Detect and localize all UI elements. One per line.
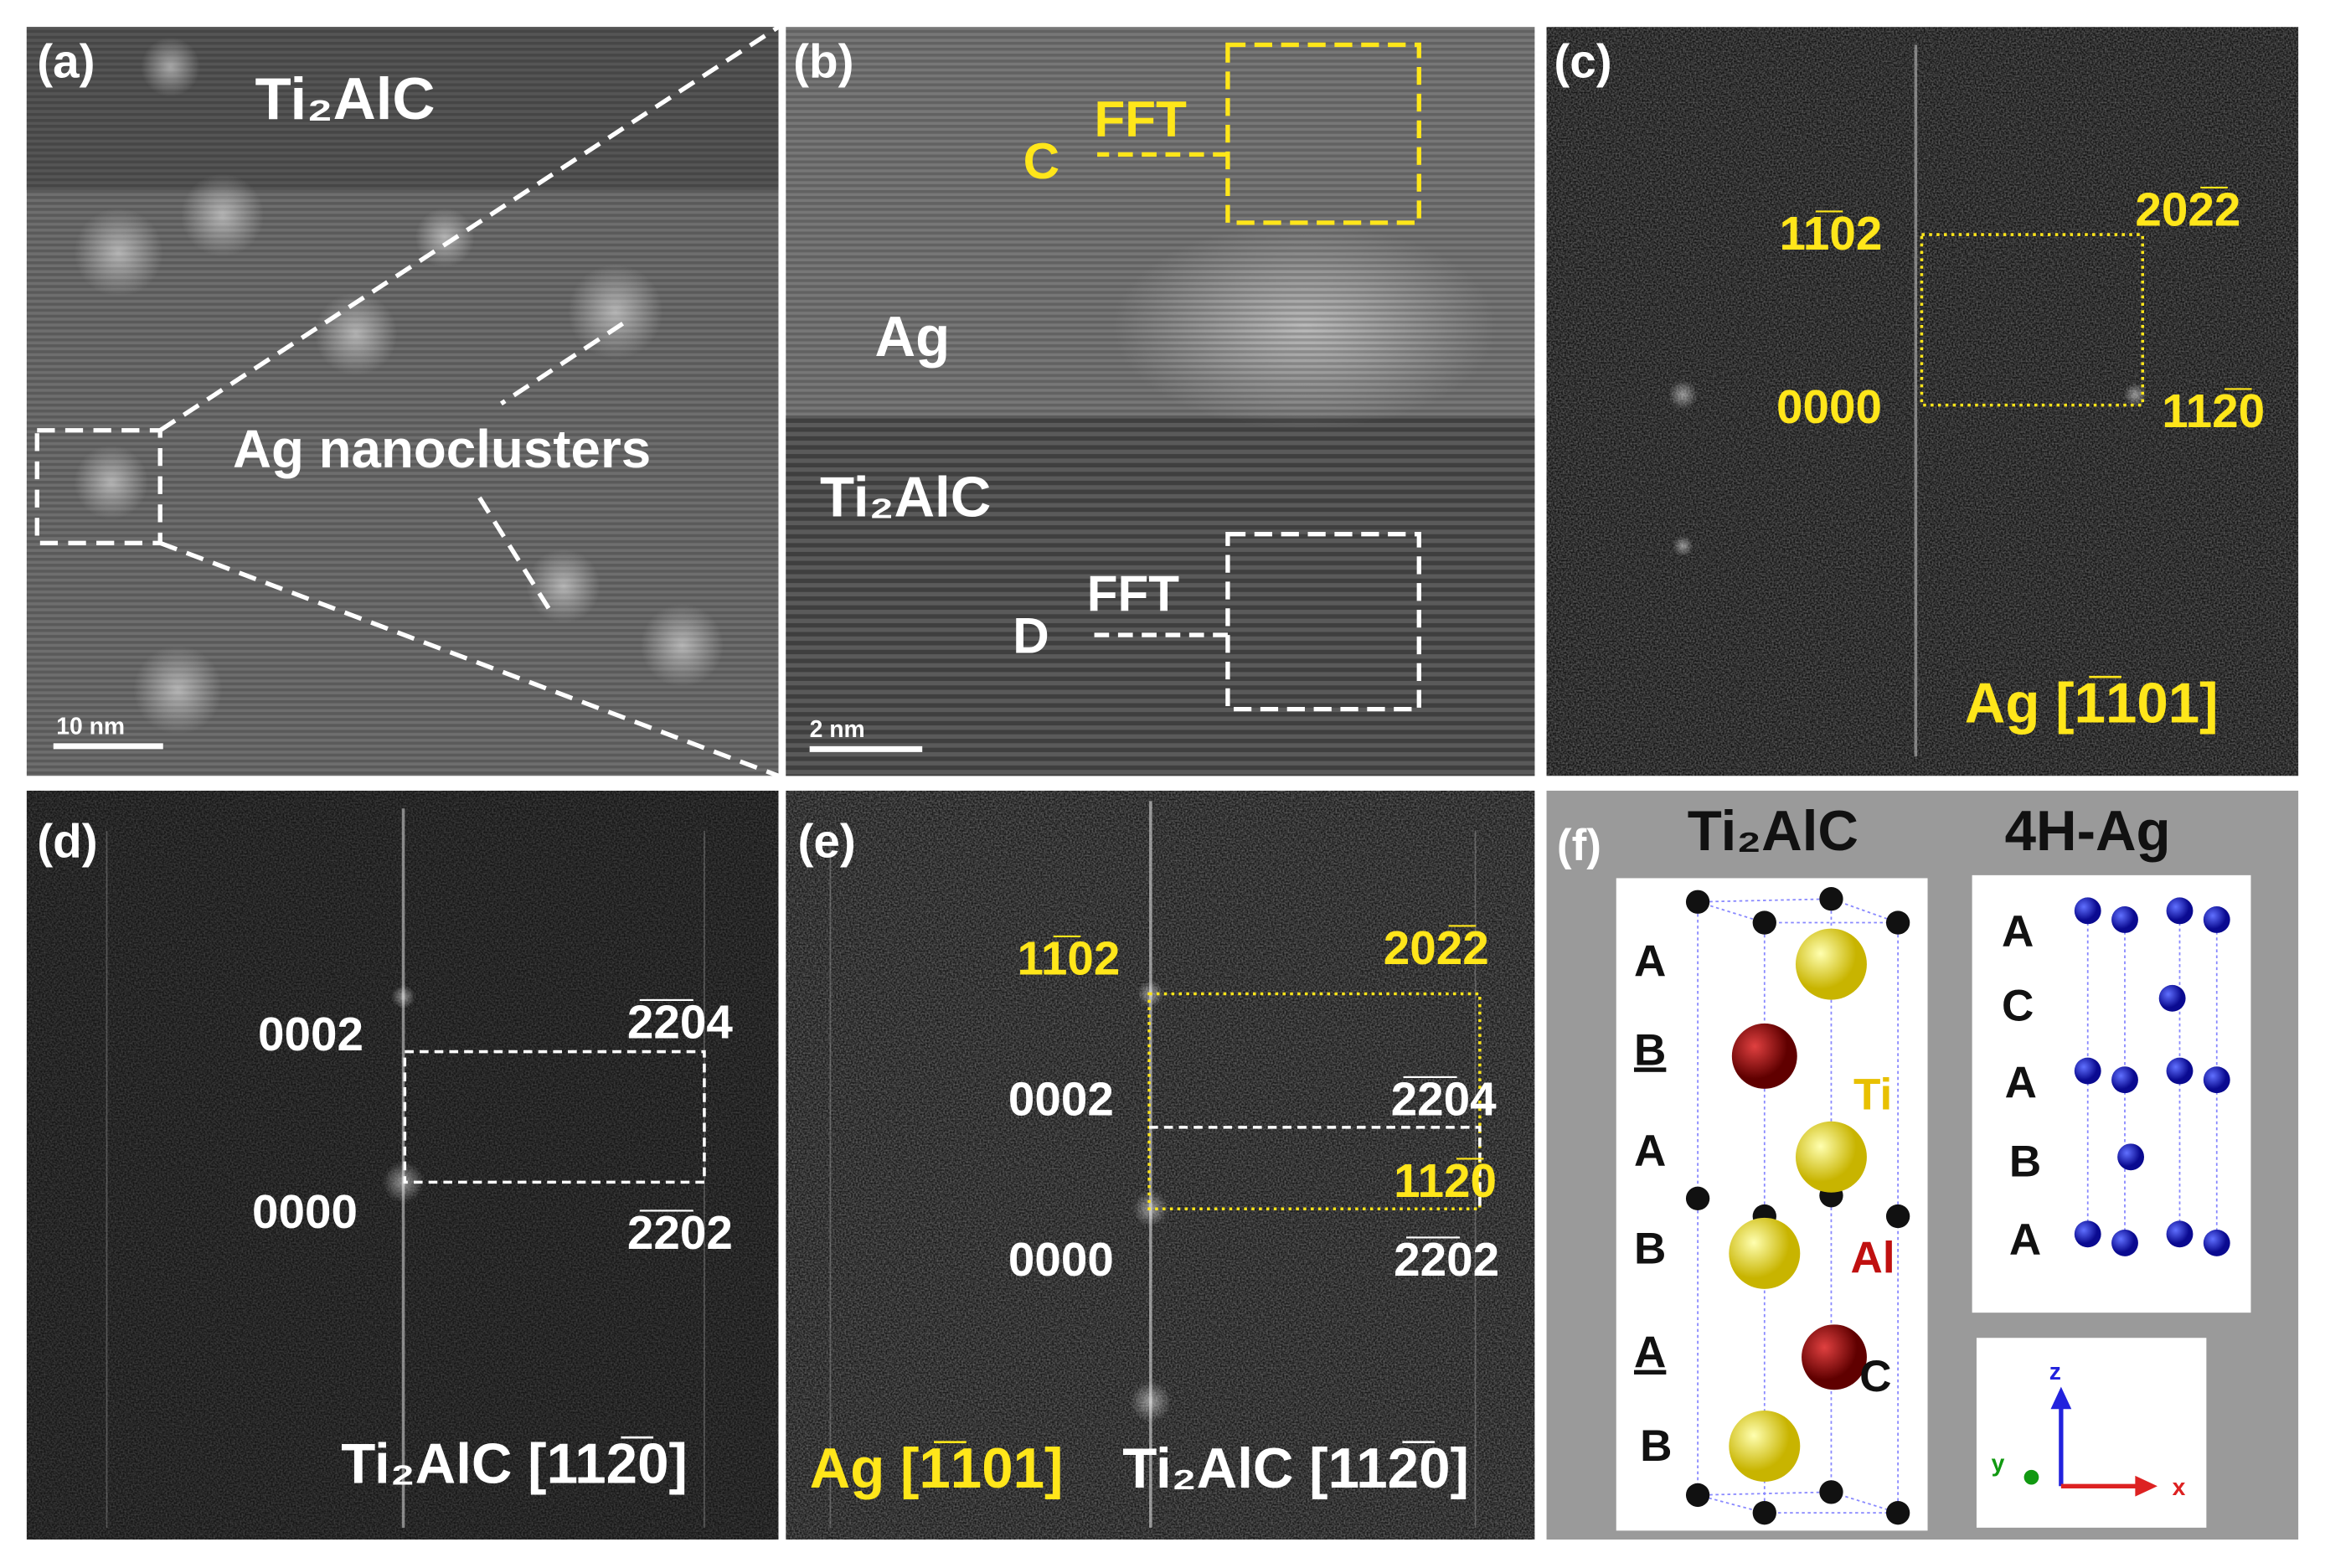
index-label: 202̅2 [2135,183,2240,236]
panel-d: (d) 0002 2̅2̅04 0000 2̅2̅02 Ti₂AlC [112̅… [26,790,779,1540]
atom-label: Ti [1853,1070,1892,1120]
fft-label: FFT [1095,91,1188,147]
structure-title: Ti₂AlC [1688,800,1858,863]
zone-axis: Ag [1̅101] [1965,673,2219,735]
fft-label: FFT [1087,566,1180,622]
panel-label: (b) [793,35,853,88]
fft-target: C [1023,133,1059,189]
phase-label: Ti₂AlC [820,466,991,529]
zone-axis: Ti₂AlC [112̅0] [341,1433,688,1496]
panel-label: (f) [1557,821,1601,870]
scale-bar-label: 10 nm [56,714,125,740]
panel-f: (f) Ti₂AlC 4H-Ag A B A B A B Ti Al C A C… [1546,790,2299,1540]
index-label: 0002 [258,1008,363,1061]
panel-label: (e) [797,816,855,869]
atom-label: Al [1850,1233,1895,1282]
layer-label: B [2009,1137,2041,1186]
phase-label: Ti₂AlC [255,66,436,132]
layer-label: B [1634,1225,1666,1274]
layer-label: C [2002,981,2034,1030]
axis-label: z [2049,1359,2061,1385]
index-label: 2̅2̅04 [1391,1074,1498,1127]
axis-label: y [1992,1451,2005,1478]
index-label: 112̅0 [2162,385,2265,438]
panel-c: (c) 11̅02 202̅2 0000 112̅0 Ag [1̅101] [1546,27,2299,776]
panel-b: (b) Ag Ti₂AlC FFT C FFT D 2 nm [786,27,1535,776]
panel-label: (d) [37,816,97,869]
index-label: 2̅2̅02 [1394,1234,1499,1287]
index-label: 0000 [1776,381,1882,434]
index-label: 0000 [1008,1234,1114,1287]
phase-label: Ag [875,306,951,369]
layer-label: A [1634,1328,1666,1378]
index-label: 112̅0 [1394,1155,1497,1208]
panel-a: (a) Ti₂AlC Ag nanoclusters 10 nm [26,24,780,778]
index-label: 2̅2̅02 [627,1207,733,1260]
layer-label: A [2005,1058,2037,1107]
annotation: Ag nanoclusters [233,419,651,479]
fft-target: D [1013,607,1049,663]
index-label: 0000 [252,1186,358,1239]
layer-label: A [2002,907,2034,957]
layer-label: B [1640,1421,1672,1471]
layer-label: B [1634,1025,1666,1075]
atom-label: C [1859,1352,1891,1401]
index-label: 11̅02 [1779,208,1882,260]
panel-label: (a) [37,35,95,88]
layer-label: A [2009,1215,2041,1265]
scale-bar-label: 2 nm [810,716,865,743]
panel-label: (c) [1554,35,1611,88]
index-label: 202̅2 [1384,922,1489,975]
index-label: 0002 [1008,1074,1114,1127]
layer-label: A [1634,936,1666,986]
panel-e: (e) 11̅02 202̅2 0002 2̅2̅04 112̅0 0000 2… [786,790,1535,1540]
zone-axis: Ti₂AlC [112̅0] [1122,1437,1469,1500]
structure-title: 4H-Ag [2005,800,2171,863]
axis-label: x [2173,1474,2186,1501]
index-label: 2̅2̅04 [627,997,734,1050]
zone-axis: Ag [1̅101] [810,1437,1064,1500]
index-label: 11̅02 [1018,932,1121,985]
layer-label: A [1634,1127,1666,1176]
